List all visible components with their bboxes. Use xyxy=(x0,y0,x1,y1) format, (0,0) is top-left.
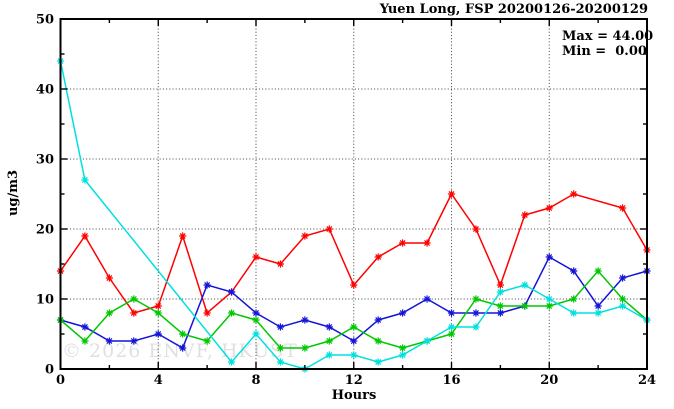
axis-ticks xyxy=(59,18,648,370)
watermark: © 2026 ENVF, HKUST xyxy=(62,340,298,362)
y-tick-label: 20 xyxy=(36,223,54,238)
min-annotation: Min = 0.00 xyxy=(562,44,647,59)
y-tick-label: 0 xyxy=(45,363,54,378)
plot-frame xyxy=(59,18,648,370)
x-tick-label: 4 xyxy=(154,373,163,388)
y-tick-label: 40 xyxy=(36,83,54,98)
x-tick-label: 0 xyxy=(56,373,65,388)
x-tick-label: 16 xyxy=(442,373,460,388)
x-tick-label: 24 xyxy=(638,373,656,388)
max-annotation: Max = 44.00 xyxy=(562,29,653,44)
chart-title: Yuen Long, FSP 20200126-20200129 xyxy=(379,2,648,17)
y-tick-label: 30 xyxy=(36,153,54,168)
y-tick-label: 50 xyxy=(36,13,54,28)
x-tick-label: 20 xyxy=(540,373,558,388)
x-axis-label: Hours xyxy=(332,388,377,403)
tick-labels: 0 4 8 12 16 20 24 0 10 20 30 40 50 xyxy=(36,13,656,389)
x-tick-label: 8 xyxy=(251,373,260,388)
y-axis-label: ug/m3 xyxy=(6,170,21,216)
x-tick-label: 12 xyxy=(345,373,363,388)
plot-area: 0 4 8 12 16 20 24 0 10 20 30 40 50 xyxy=(36,13,656,389)
y-tick-label: 10 xyxy=(36,293,54,308)
watermark-layer: © 2026 ENVF, HKUST xyxy=(62,340,298,362)
gridlines xyxy=(60,19,647,369)
